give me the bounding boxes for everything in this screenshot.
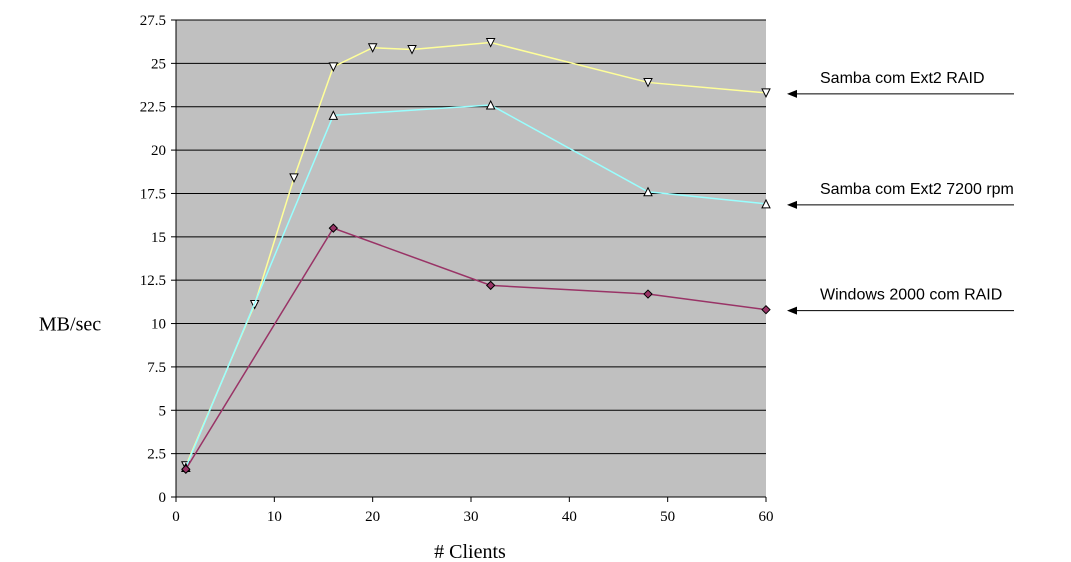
y-tick-label: 20 xyxy=(151,143,166,159)
data-point xyxy=(643,77,653,88)
y-tick-label: 25 xyxy=(151,56,166,72)
data-point xyxy=(289,173,299,183)
y-axis-ticks: 0 2.5 5 7.5 10 12.5 15 17.5 20 22.5 25 27.5 xyxy=(140,13,176,506)
x-tick-label: 20 xyxy=(365,509,380,525)
legend: Samba com Ext2 RAID Samba com Ext2 7200 r… xyxy=(787,70,1014,315)
y-tick-label: 0 xyxy=(159,490,167,506)
y-tick-label: 10 xyxy=(151,317,166,333)
series-0 xyxy=(181,38,771,471)
data-point xyxy=(485,38,496,48)
legend-arrow-head xyxy=(787,89,797,98)
data-point xyxy=(643,289,653,299)
y-tick-label: 22.5 xyxy=(140,100,166,116)
x-axis-title: # Clients xyxy=(434,541,506,562)
x-tick-label: 50 xyxy=(660,509,675,525)
x-tick-label: 0 xyxy=(172,509,180,525)
plot-area xyxy=(176,20,766,497)
x-tick-label: 60 xyxy=(759,509,774,525)
data-point xyxy=(485,280,496,291)
data-point xyxy=(761,88,771,98)
y-axis-title: MB/sec xyxy=(39,314,101,336)
legend-label: Samba com Ext2 7200 rpm xyxy=(820,181,1014,198)
legend-label: Windows 2000 com RAID xyxy=(820,287,1002,304)
y-tick-label: 7.5 xyxy=(147,360,166,376)
data-point xyxy=(761,198,771,209)
data-point xyxy=(485,99,496,110)
y-tick-label: 12.5 xyxy=(140,273,166,289)
legend-arrow-head xyxy=(787,306,797,315)
series-group xyxy=(181,38,771,474)
x-tick-label: 40 xyxy=(562,509,577,525)
x-axis-ticks: 0 10 20 30 40 50 60 xyxy=(172,497,774,525)
x-tick-label: 30 xyxy=(464,509,479,525)
data-point xyxy=(328,110,339,120)
data-point xyxy=(761,304,771,315)
data-point xyxy=(643,186,653,197)
data-point xyxy=(328,223,339,233)
y-tick-label: 2.5 xyxy=(147,447,166,463)
y-tick-label: 15 xyxy=(151,230,166,246)
legend-label: Samba com Ext2 RAID xyxy=(820,70,985,87)
y-tick-label: 5 xyxy=(159,403,167,419)
data-point xyxy=(181,464,191,474)
y-tick-label: 17.5 xyxy=(140,186,166,202)
legend-arrow-head xyxy=(787,200,797,209)
data-point xyxy=(328,62,339,72)
y-tick-label: 27.5 xyxy=(140,13,166,29)
series-2 xyxy=(181,223,771,474)
data-point xyxy=(407,44,417,55)
x-tick-label: 10 xyxy=(267,509,282,525)
data-point xyxy=(367,43,378,53)
